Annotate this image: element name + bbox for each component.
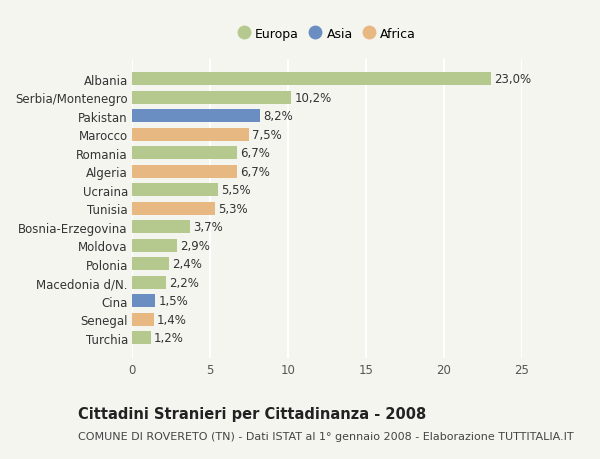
Bar (132, 202, 215, 215)
Text: 1,5%: 1,5% (158, 295, 188, 308)
Text: 3,7%: 3,7% (193, 221, 223, 234)
Text: 2,9%: 2,9% (181, 239, 210, 252)
Text: 7,5%: 7,5% (252, 129, 282, 141)
Bar (132, 295, 155, 308)
Bar (132, 239, 177, 252)
Bar (132, 166, 236, 179)
Text: 2,2%: 2,2% (169, 276, 199, 289)
Text: 1,4%: 1,4% (157, 313, 187, 326)
Bar (132, 92, 291, 105)
Bar (132, 276, 166, 289)
Bar (132, 184, 218, 197)
Text: 5,3%: 5,3% (218, 202, 247, 215)
Bar (132, 331, 151, 344)
Text: 6,7%: 6,7% (239, 165, 269, 179)
Legend: Europa, Asia, Africa: Europa, Asia, Africa (234, 24, 420, 45)
Text: Cittadini Stranieri per Cittadinanza - 2008: Cittadini Stranieri per Cittadinanza - 2… (78, 406, 426, 421)
Bar (132, 313, 154, 326)
Bar (132, 73, 491, 86)
Text: 5,5%: 5,5% (221, 184, 251, 197)
Bar (132, 147, 236, 160)
Bar (132, 221, 190, 234)
Text: 8,2%: 8,2% (263, 110, 293, 123)
Text: 23,0%: 23,0% (494, 73, 531, 86)
Bar (132, 258, 169, 271)
Text: 10,2%: 10,2% (294, 92, 331, 105)
Bar (132, 129, 249, 141)
Text: 6,7%: 6,7% (239, 147, 269, 160)
Text: COMUNE DI ROVERETO (TN) - Dati ISTAT al 1° gennaio 2008 - Elaborazione TUTTITALI: COMUNE DI ROVERETO (TN) - Dati ISTAT al … (78, 431, 574, 442)
Bar (132, 110, 260, 123)
Text: 1,2%: 1,2% (154, 331, 184, 345)
Text: 2,4%: 2,4% (173, 257, 202, 271)
